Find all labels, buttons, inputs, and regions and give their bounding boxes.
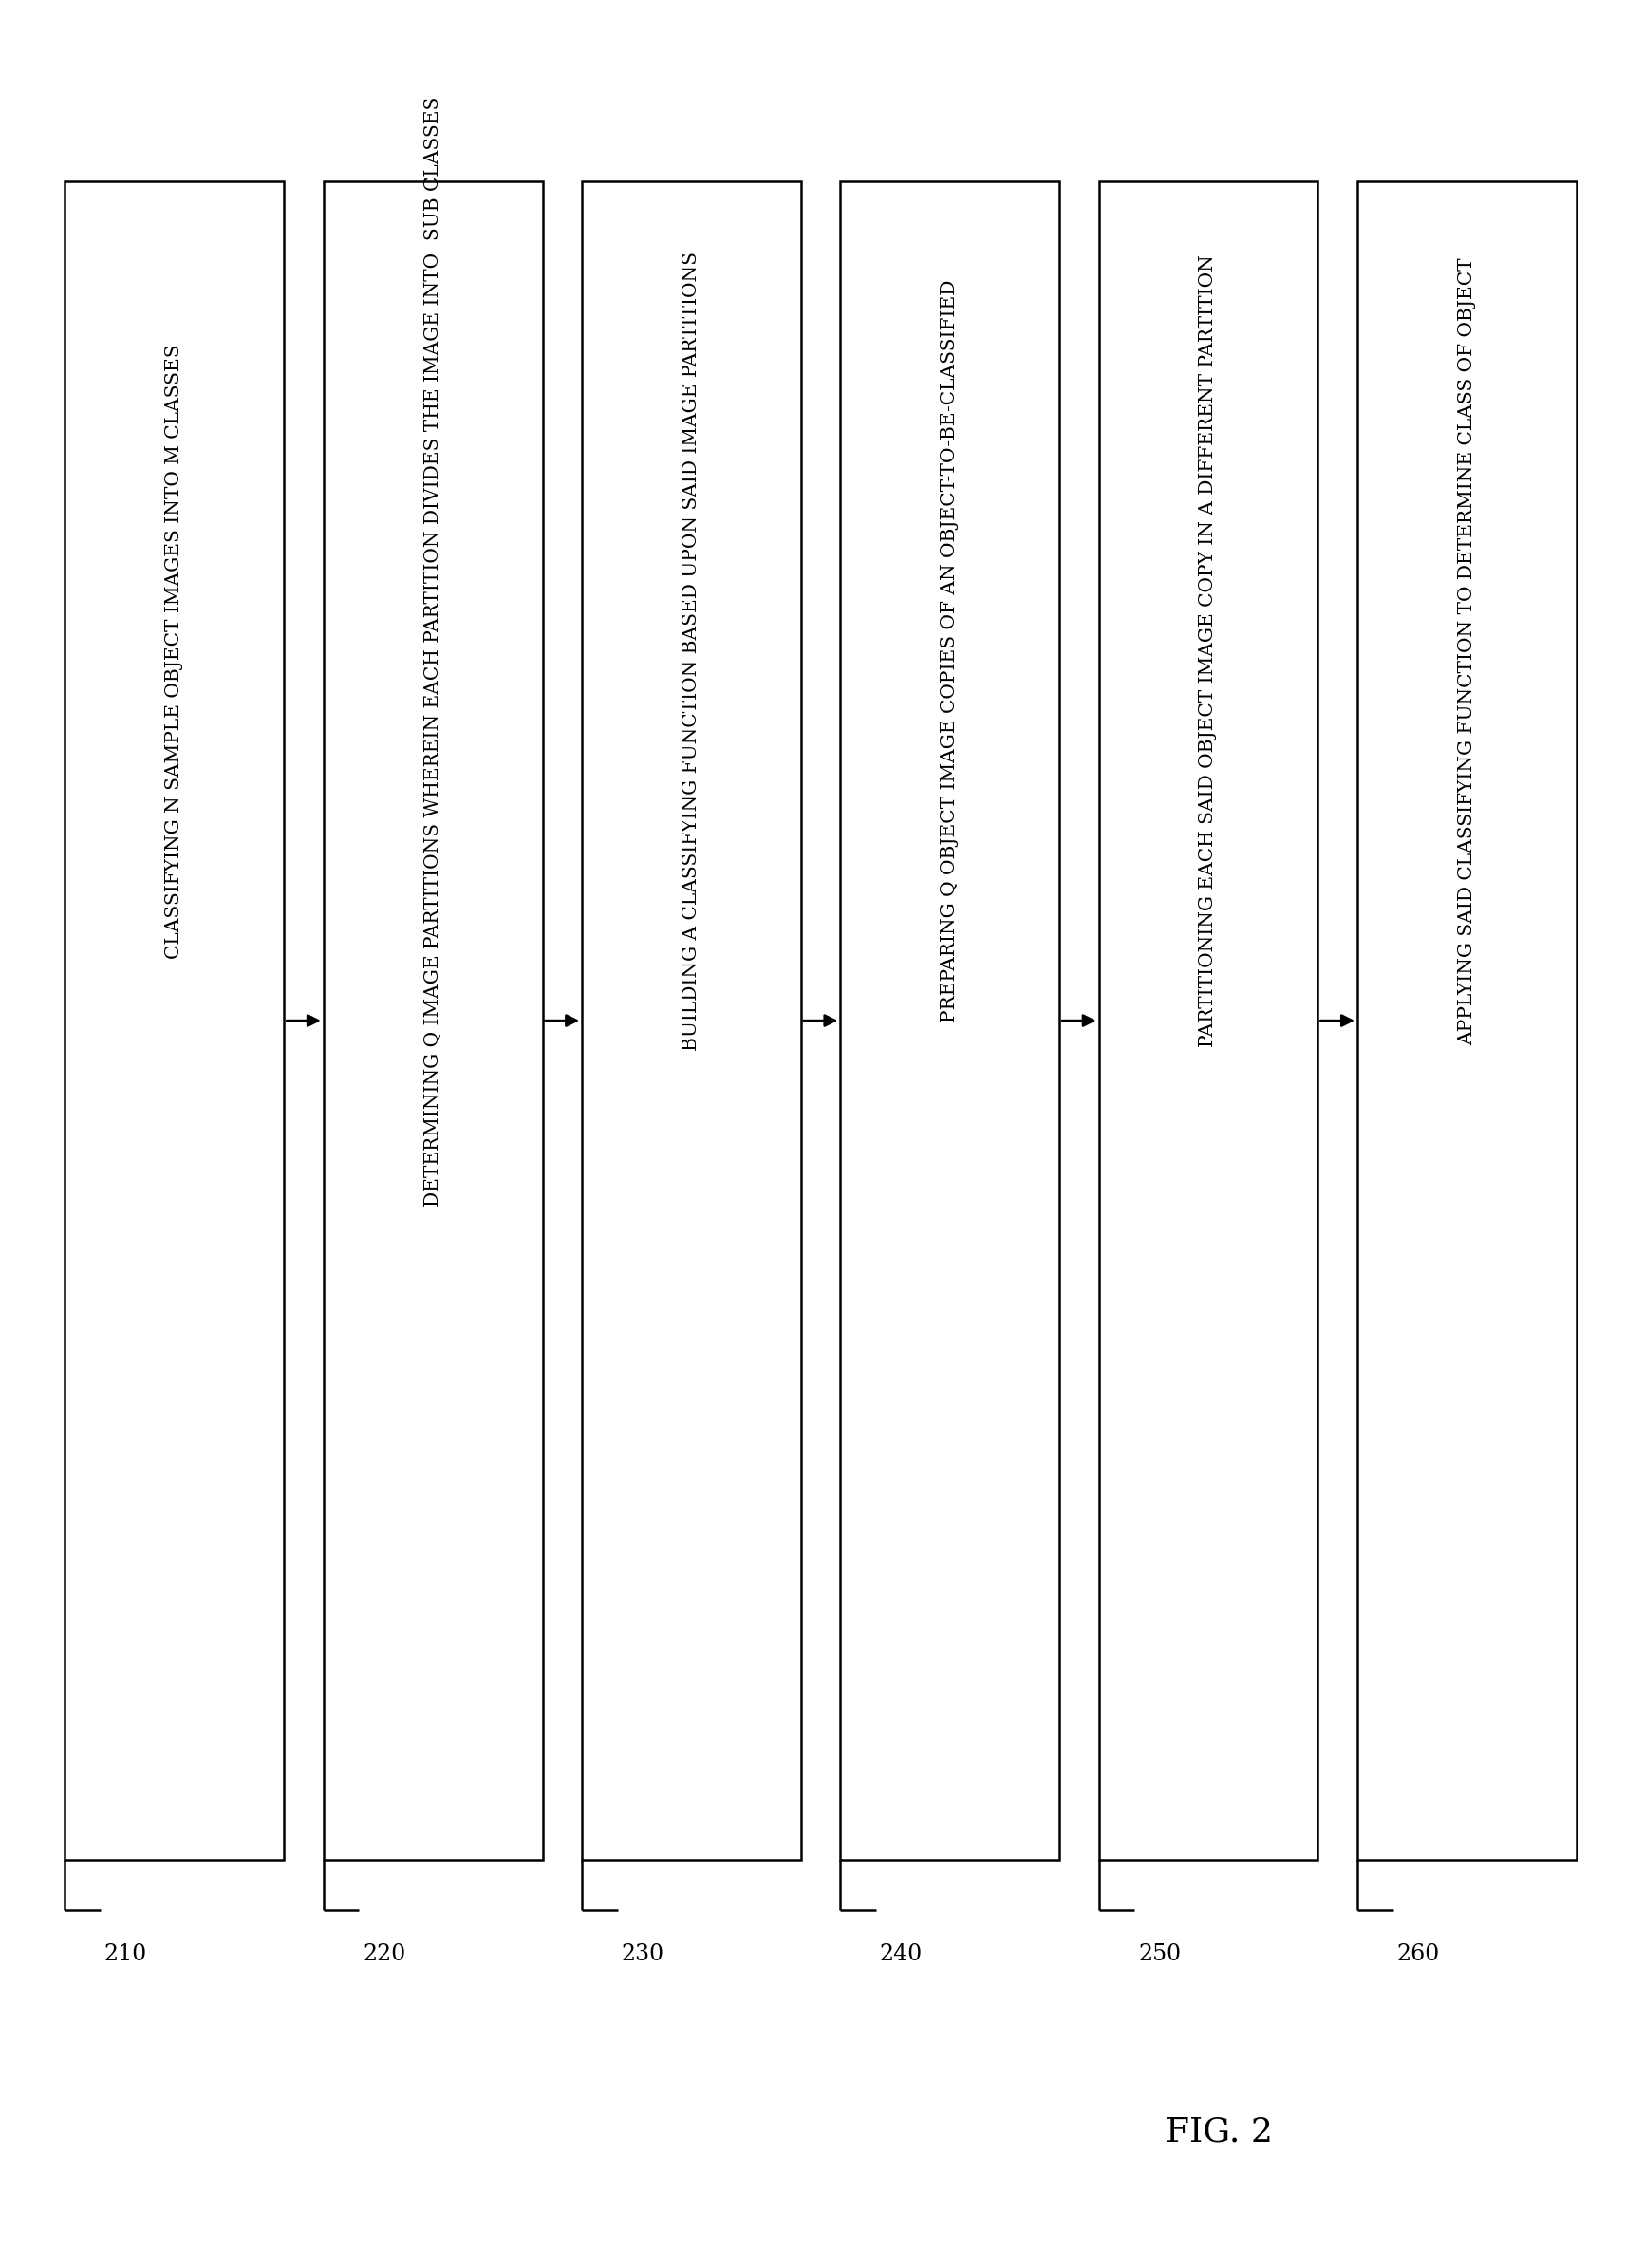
Text: 260: 260 [1396, 1944, 1440, 1966]
Text: 210: 210 [104, 1944, 148, 1966]
Text: PREPARING Q OBJECT IMAGE COPIES OF AN OBJECT-TO-BE-CLASSIFIED: PREPARING Q OBJECT IMAGE COPIES OF AN OB… [941, 279, 959, 1023]
Text: PARTITIONING EACH SAID OBJECT IMAGE COPY IN A DIFFERENT PARTITION: PARTITIONING EACH SAID OBJECT IMAGE COPY… [1199, 254, 1217, 1048]
Bar [323, 181, 543, 1860]
Bar [1099, 181, 1318, 1860]
Bar [65, 181, 284, 1860]
Text: DETERMINING Q IMAGE PARTITIONS WHEREIN EACH PARTITION DIVIDES THE IMAGE INTO  SU: DETERMINING Q IMAGE PARTITIONS WHEREIN E… [424, 95, 442, 1207]
Bar [1357, 181, 1576, 1860]
Text: BUILDING A CLASSIFYING FUNCTION BASED UPON SAID IMAGE PARTITIONS: BUILDING A CLASSIFYING FUNCTION BASED UP… [682, 252, 700, 1050]
Text: 240: 240 [879, 1944, 923, 1966]
Bar [840, 181, 1060, 1860]
Text: APPLYING SAID CLASSIFYING FUNCTION TO DETERMINE CLASS OF OBJECT: APPLYING SAID CLASSIFYING FUNCTION TO DE… [1458, 259, 1476, 1046]
Text: FIG. 2: FIG. 2 [1165, 2116, 1272, 2148]
Text: 220: 220 [362, 1944, 406, 1966]
Text: CLASSIFYING N SAMPLE OBJECT IMAGES INTO M CLASSES: CLASSIFYING N SAMPLE OBJECT IMAGES INTO … [166, 345, 184, 959]
Text: 250: 250 [1138, 1944, 1181, 1966]
Text: 230: 230 [621, 1944, 665, 1966]
Bar [582, 181, 801, 1860]
